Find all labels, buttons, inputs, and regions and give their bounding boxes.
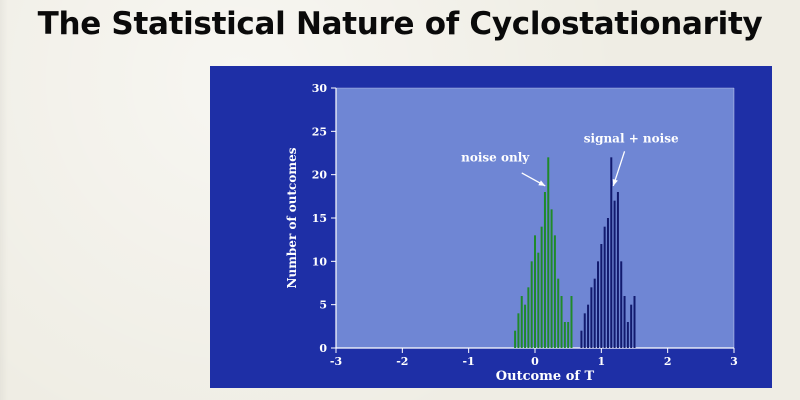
- signal-plus-noise-bar: [580, 330, 583, 348]
- signal-plus-noise-bar: [630, 304, 633, 348]
- x-tick-label: 3: [730, 355, 738, 368]
- x-tick-label: 1: [598, 355, 606, 368]
- page-headline: The Statistical Nature of Cyclostationar…: [37, 6, 763, 42]
- y-axis-label: Number of outcomes: [285, 147, 299, 288]
- x-tick-label: -2: [396, 355, 408, 368]
- noise-only-bar: [524, 304, 527, 348]
- noise-only-bar: [557, 278, 560, 348]
- x-tick-label: -3: [330, 355, 342, 368]
- noise-only-bar: [517, 313, 520, 348]
- noise-only-bar: [540, 226, 543, 348]
- signal-plus-noise-bar: [626, 322, 629, 348]
- x-axis-label: Outcome of T: [496, 369, 595, 384]
- signal-plus-noise-bar: [600, 244, 603, 348]
- signal-plus-noise-bar: [610, 157, 613, 348]
- x-tick-label: -1: [463, 355, 475, 368]
- noise-only-bar: [527, 287, 530, 348]
- signal-plus-noise-bar: [633, 296, 636, 348]
- signal-plus-noise-bar: [590, 287, 593, 348]
- noise-only-bar: [550, 209, 553, 348]
- noise-only-bar: [537, 252, 540, 348]
- signal-plus-noise-bar: [613, 200, 616, 348]
- signal-plus-noise-bar: [620, 261, 623, 348]
- y-tick-label: 25: [312, 125, 327, 138]
- noise-only-bar: [530, 261, 533, 348]
- signal-plus-noise-bar: [606, 218, 609, 348]
- noise-only-bar: [520, 296, 523, 348]
- noise-only-bar: [553, 235, 556, 348]
- signal-plus-noise-bar: [593, 278, 596, 348]
- noise-only-annotation: noise only: [461, 151, 530, 165]
- noise-only-bar: [560, 296, 563, 348]
- y-tick-label: 5: [319, 299, 327, 312]
- y-tick-label: 10: [312, 255, 328, 268]
- x-tick-label: 0: [531, 355, 539, 368]
- x-tick-label: 2: [664, 355, 672, 368]
- noise-only-bar: [534, 235, 536, 348]
- y-tick-label: 20: [312, 169, 328, 182]
- noise-only-bar: [567, 322, 570, 348]
- chart-slide: 0 5 10 15 20 25 30 -3 -2 -1 0 1 2 3 noise only signal …: [210, 66, 772, 388]
- signal-plus-noise-bar: [616, 192, 619, 348]
- noise-only-bar: [547, 157, 550, 348]
- signal-plus-noise-bar: [623, 296, 626, 348]
- y-tick-label: 15: [312, 212, 327, 225]
- y-tick-label: 0: [319, 342, 327, 355]
- noise-only-bar: [543, 192, 546, 348]
- signal-plus-noise-arrow-head: [612, 178, 618, 186]
- noise-only-bar: [514, 330, 517, 348]
- noise-only-bar: [570, 296, 573, 348]
- noise-only-bar: [563, 322, 566, 348]
- signal-plus-noise-bar: [603, 226, 606, 348]
- y-tick-label: 30: [312, 82, 328, 95]
- signal-plus-noise-annotation: signal + noise: [584, 132, 679, 146]
- signal-plus-noise-bar: [583, 313, 586, 348]
- noise-only-arrow-head: [538, 180, 546, 186]
- signal-plus-noise-bar: [597, 261, 600, 348]
- histogram-chart: 0 5 10 15 20 25 30 -3 -2 -1 0 1 2 3 noise only signal …: [285, 82, 738, 384]
- signal-plus-noise-bar: [587, 304, 590, 348]
